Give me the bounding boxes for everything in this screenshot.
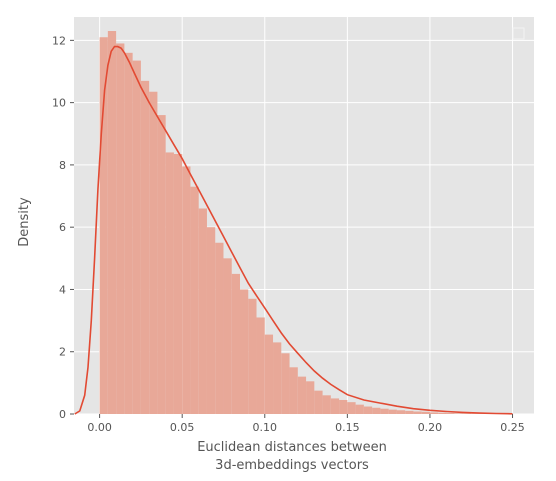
histogram-bar	[339, 399, 348, 414]
histogram-bar	[273, 342, 282, 414]
histogram-bar	[140, 80, 150, 415]
y-tick-label: 2	[59, 346, 66, 359]
histogram-bar	[256, 317, 265, 414]
histogram-bar	[116, 43, 125, 414]
histogram-bar	[289, 367, 298, 414]
histogram-bar	[413, 411, 422, 414]
histogram-bar	[322, 395, 331, 414]
kde-curve	[74, 45, 513, 415]
y-tick-label: 6	[59, 221, 66, 234]
histogram-bar	[330, 398, 340, 414]
x-tick-label: 0.25	[500, 421, 525, 434]
y-tick-label: 4	[59, 283, 66, 296]
y-axis-ticks: 0 2 4 6 8 10 12	[52, 34, 74, 421]
histogram-bar	[149, 91, 158, 415]
histogram-bar	[281, 353, 290, 414]
histogram-bar	[355, 404, 364, 414]
histogram-bar	[190, 186, 199, 414]
x-axis-label-line-1: Euclidean distances between	[197, 440, 387, 455]
histogram-bar	[157, 115, 166, 415]
x-tick-label: 0.15	[335, 421, 360, 434]
y-axis-label: Density	[17, 197, 32, 247]
histogram-bar	[223, 258, 232, 414]
x-tick-label: 0.05	[170, 421, 195, 434]
histogram-bar	[206, 227, 216, 414]
histogram-bar	[165, 152, 174, 414]
histogram-bar	[380, 408, 389, 414]
histogram-bar	[306, 381, 315, 414]
histogram-bar	[231, 273, 240, 414]
histogram-bar	[182, 166, 191, 414]
y-tick-label: 12	[52, 34, 66, 47]
histogram-bar	[297, 376, 307, 414]
histogram-bar	[239, 289, 249, 414]
histogram-bar	[363, 406, 373, 414]
histogram-bar	[215, 242, 224, 414]
histogram-bar	[388, 409, 397, 414]
histogram-bar	[405, 410, 414, 414]
histogram-bar	[124, 52, 133, 415]
histogram-bar	[372, 407, 381, 414]
y-tick-label: 0	[59, 408, 66, 421]
histogram-bar	[421, 411, 430, 414]
histogram-bar	[173, 154, 183, 415]
histogram-bar	[429, 412, 439, 414]
histogram-bar	[454, 413, 463, 414]
histogram-bar	[396, 410, 406, 414]
histogram-bar	[438, 412, 447, 414]
histogram-bar	[248, 298, 257, 414]
histogram-bar	[264, 334, 274, 414]
x-axis-ticks: 0.00 0.05 0.10 0.15 0.20 0.25	[87, 414, 525, 434]
x-tick-label: 0.10	[253, 421, 278, 434]
histogram-bars	[99, 31, 513, 415]
y-tick-label: 8	[59, 159, 66, 172]
histogram-bar	[314, 390, 323, 414]
y-tick-label: 10	[52, 97, 66, 110]
histogram-bar	[132, 60, 141, 414]
histogram-bar	[446, 413, 455, 414]
histogram-bar	[347, 402, 356, 414]
x-tick-label: 0.20	[418, 421, 443, 434]
histogram-bar	[198, 208, 207, 414]
legend-box	[512, 27, 525, 40]
x-tick-label: 0.00	[87, 421, 112, 434]
x-axis-label-line-2: 3d-embeddings vectors	[215, 458, 369, 473]
histogram-bar	[99, 37, 108, 414]
histogram-bar	[107, 31, 117, 414]
